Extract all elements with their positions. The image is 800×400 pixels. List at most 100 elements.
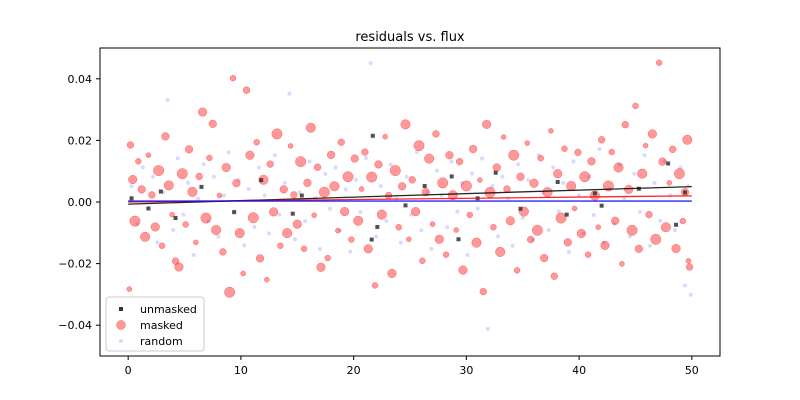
point-masked bbox=[264, 276, 270, 283]
point-random bbox=[470, 171, 474, 176]
point-masked bbox=[492, 163, 501, 172]
point-masked bbox=[548, 128, 554, 134]
point-random bbox=[216, 234, 221, 239]
point-masked bbox=[466, 211, 473, 219]
point-masked bbox=[505, 216, 515, 226]
point-masked bbox=[597, 136, 606, 144]
point-random bbox=[293, 237, 298, 242]
point-random bbox=[262, 193, 267, 198]
point-masked bbox=[187, 186, 198, 197]
point-masked bbox=[232, 179, 241, 188]
point-masked bbox=[434, 234, 444, 244]
point-random bbox=[378, 183, 383, 188]
point-masked bbox=[503, 185, 511, 193]
point-masked bbox=[469, 144, 478, 154]
point-masked bbox=[432, 130, 440, 138]
point-random bbox=[419, 228, 424, 233]
point-masked bbox=[224, 286, 236, 298]
point-random bbox=[652, 180, 657, 185]
point-random bbox=[358, 209, 363, 214]
point-random bbox=[465, 252, 470, 257]
chart-title: residuals vs. flux bbox=[355, 30, 465, 45]
point-masked bbox=[335, 227, 341, 234]
point-random bbox=[536, 153, 541, 158]
point-masked bbox=[471, 237, 482, 248]
point-masked bbox=[208, 119, 217, 128]
point-random bbox=[303, 219, 308, 224]
point-random bbox=[587, 174, 592, 179]
point-unmasked bbox=[259, 178, 264, 183]
point-masked bbox=[453, 227, 459, 233]
point-random bbox=[546, 228, 551, 233]
point-random bbox=[256, 165, 261, 170]
point-random bbox=[662, 159, 667, 164]
point-masked bbox=[429, 221, 436, 227]
point-random bbox=[480, 156, 485, 161]
point-masked bbox=[137, 185, 146, 194]
point-random bbox=[165, 98, 170, 103]
point-unmasked bbox=[493, 170, 498, 175]
point-random bbox=[581, 231, 586, 236]
point-masked bbox=[128, 174, 138, 185]
point-masked bbox=[387, 268, 397, 279]
point-masked bbox=[337, 138, 345, 146]
point-masked bbox=[400, 119, 411, 130]
point-masked bbox=[460, 180, 472, 192]
point-random bbox=[175, 156, 180, 161]
point-unmasked bbox=[129, 196, 134, 201]
point-unmasked bbox=[158, 189, 163, 194]
point-masked bbox=[685, 263, 694, 271]
point-masked bbox=[245, 150, 255, 160]
point-random bbox=[551, 165, 556, 170]
point-masked bbox=[437, 177, 449, 189]
point-random bbox=[150, 174, 155, 179]
point-random bbox=[404, 174, 409, 179]
point-random bbox=[246, 187, 251, 192]
point-unmasked bbox=[199, 184, 204, 189]
point-random bbox=[388, 162, 393, 167]
point-masked bbox=[561, 145, 568, 152]
point-masked bbox=[482, 119, 492, 129]
point-masked bbox=[150, 222, 160, 232]
point-masked bbox=[624, 184, 634, 194]
point-masked bbox=[200, 212, 212, 224]
point-random bbox=[435, 168, 440, 173]
point-masked bbox=[287, 143, 294, 149]
point-random bbox=[516, 162, 521, 167]
point-masked bbox=[329, 181, 340, 192]
point-masked bbox=[408, 176, 416, 184]
point-masked bbox=[513, 267, 521, 274]
point-masked bbox=[566, 180, 577, 191]
point-masked bbox=[318, 186, 330, 198]
point-masked bbox=[135, 158, 142, 165]
point-masked bbox=[584, 251, 592, 258]
point-masked bbox=[531, 224, 543, 236]
point-random bbox=[424, 190, 429, 195]
point-masked bbox=[673, 168, 685, 180]
point-masked bbox=[555, 212, 567, 224]
point-masked bbox=[363, 244, 373, 254]
point-masked bbox=[542, 187, 553, 198]
point-masked bbox=[229, 74, 237, 82]
point-masked bbox=[455, 158, 464, 166]
legend-label-masked: masked bbox=[140, 319, 183, 332]
point-masked bbox=[247, 212, 259, 224]
point-masked bbox=[353, 215, 364, 226]
legend: unmasked masked random bbox=[105, 296, 205, 352]
point-random bbox=[617, 162, 622, 167]
point-masked bbox=[153, 165, 165, 177]
point-random bbox=[327, 206, 332, 211]
point-masked bbox=[277, 242, 284, 249]
point-random bbox=[323, 171, 328, 176]
point-random bbox=[683, 283, 688, 288]
point-masked bbox=[316, 262, 326, 272]
point-random bbox=[374, 234, 379, 239]
y-tick-label: 0.04 bbox=[68, 73, 93, 86]
point-masked bbox=[311, 212, 317, 218]
point-masked bbox=[340, 207, 350, 217]
point-masked bbox=[419, 257, 426, 265]
point-random bbox=[343, 187, 348, 192]
point-masked bbox=[163, 180, 174, 191]
